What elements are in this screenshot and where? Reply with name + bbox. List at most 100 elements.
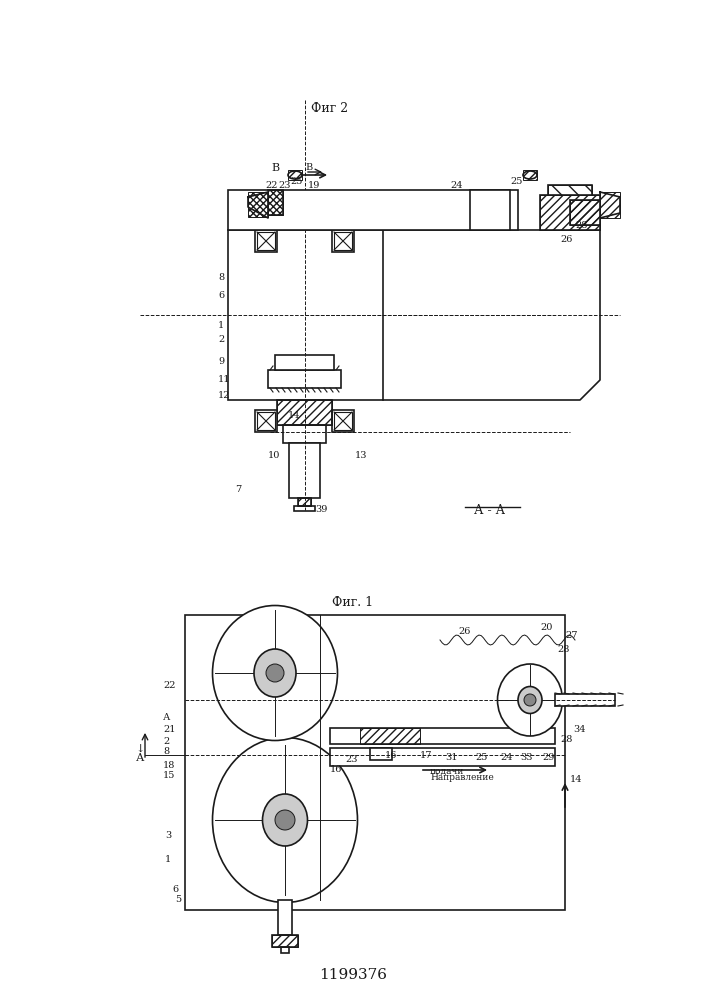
Bar (330, 728, 555, 744)
Bar (255, 410, 277, 432)
Text: 16: 16 (330, 766, 342, 774)
Text: 2: 2 (163, 738, 169, 746)
Text: Фиг 2: Фиг 2 (312, 102, 349, 114)
Text: 7: 7 (235, 486, 241, 494)
Bar (257, 412, 275, 430)
Text: 31: 31 (445, 752, 457, 762)
Bar (268, 190, 283, 215)
Bar (540, 195, 600, 230)
Bar (272, 935, 298, 947)
Text: 18: 18 (163, 760, 175, 770)
Bar (298, 498, 311, 506)
Ellipse shape (213, 605, 337, 740)
Text: 25: 25 (510, 178, 522, 186)
Bar (272, 935, 298, 947)
Bar (268, 190, 283, 215)
Bar (523, 170, 537, 180)
Bar (548, 185, 592, 195)
Bar (277, 400, 332, 425)
Bar (470, 190, 510, 230)
Text: 20: 20 (540, 624, 552, 633)
Bar (548, 185, 592, 195)
Text: 16: 16 (385, 750, 397, 760)
Bar (334, 412, 352, 430)
Text: 2: 2 (218, 336, 224, 344)
Bar (268, 370, 341, 388)
Text: 23: 23 (345, 756, 358, 764)
Text: 6: 6 (172, 886, 178, 894)
Text: 14: 14 (288, 410, 300, 420)
Text: 13: 13 (355, 450, 368, 460)
Bar (298, 498, 311, 506)
Bar (332, 410, 354, 432)
Bar (330, 748, 555, 766)
Ellipse shape (288, 171, 302, 179)
Bar (277, 400, 332, 425)
Text: 25: 25 (475, 752, 487, 762)
Text: 39: 39 (315, 506, 327, 514)
Text: А: А (163, 714, 170, 722)
Bar (185, 615, 565, 910)
Circle shape (524, 694, 536, 706)
Text: В: В (305, 163, 312, 172)
Text: подачи: подачи (430, 766, 464, 776)
Circle shape (266, 664, 284, 682)
Text: 10: 10 (268, 450, 281, 460)
Bar (332, 230, 354, 252)
Polygon shape (600, 192, 620, 218)
Text: 29: 29 (542, 752, 554, 762)
Text: 28: 28 (557, 646, 569, 654)
Bar (275, 355, 334, 370)
Ellipse shape (518, 686, 542, 714)
Bar (540, 195, 600, 230)
Text: 22: 22 (265, 180, 278, 190)
Text: 8: 8 (163, 748, 169, 756)
Bar (570, 200, 600, 225)
Text: 25: 25 (290, 178, 303, 186)
Polygon shape (248, 192, 268, 218)
Ellipse shape (254, 649, 296, 697)
Text: 28: 28 (575, 221, 588, 230)
Text: 22: 22 (163, 682, 175, 690)
Bar (228, 230, 383, 400)
Text: 34: 34 (573, 726, 585, 734)
Text: Направление: Направление (430, 774, 493, 782)
Text: 19: 19 (308, 180, 320, 190)
Text: 3: 3 (165, 830, 171, 840)
Text: 24: 24 (450, 180, 462, 190)
Bar (289, 443, 320, 498)
Bar (257, 232, 275, 250)
Text: 14: 14 (570, 776, 583, 784)
Text: 26: 26 (560, 235, 573, 244)
Text: 24: 24 (500, 752, 513, 762)
Bar (570, 200, 600, 225)
Text: 6: 6 (218, 290, 224, 300)
Bar (283, 425, 326, 443)
Bar (294, 506, 315, 511)
Ellipse shape (523, 171, 537, 179)
Bar (360, 728, 420, 744)
Text: 26: 26 (458, 628, 470, 637)
Text: 33: 33 (520, 752, 532, 762)
Bar (555, 694, 615, 706)
Text: 27: 27 (565, 631, 578, 640)
Bar (278, 900, 292, 935)
Bar (370, 748, 392, 760)
Text: А: А (136, 753, 144, 763)
Text: 11: 11 (218, 375, 230, 384)
Text: 9: 9 (218, 358, 224, 366)
Text: 17: 17 (420, 750, 433, 760)
Ellipse shape (213, 738, 358, 902)
Text: 8: 8 (218, 273, 224, 282)
Bar (228, 190, 518, 230)
Bar (281, 947, 289, 953)
Text: 1199376: 1199376 (319, 968, 387, 982)
Circle shape (275, 810, 295, 830)
Text: 28: 28 (560, 736, 573, 744)
Ellipse shape (262, 794, 308, 846)
Text: Фиг. 1: Фиг. 1 (332, 596, 373, 609)
Bar (248, 192, 268, 217)
Text: В: В (271, 163, 279, 173)
Text: 12: 12 (218, 390, 230, 399)
Ellipse shape (498, 664, 563, 736)
